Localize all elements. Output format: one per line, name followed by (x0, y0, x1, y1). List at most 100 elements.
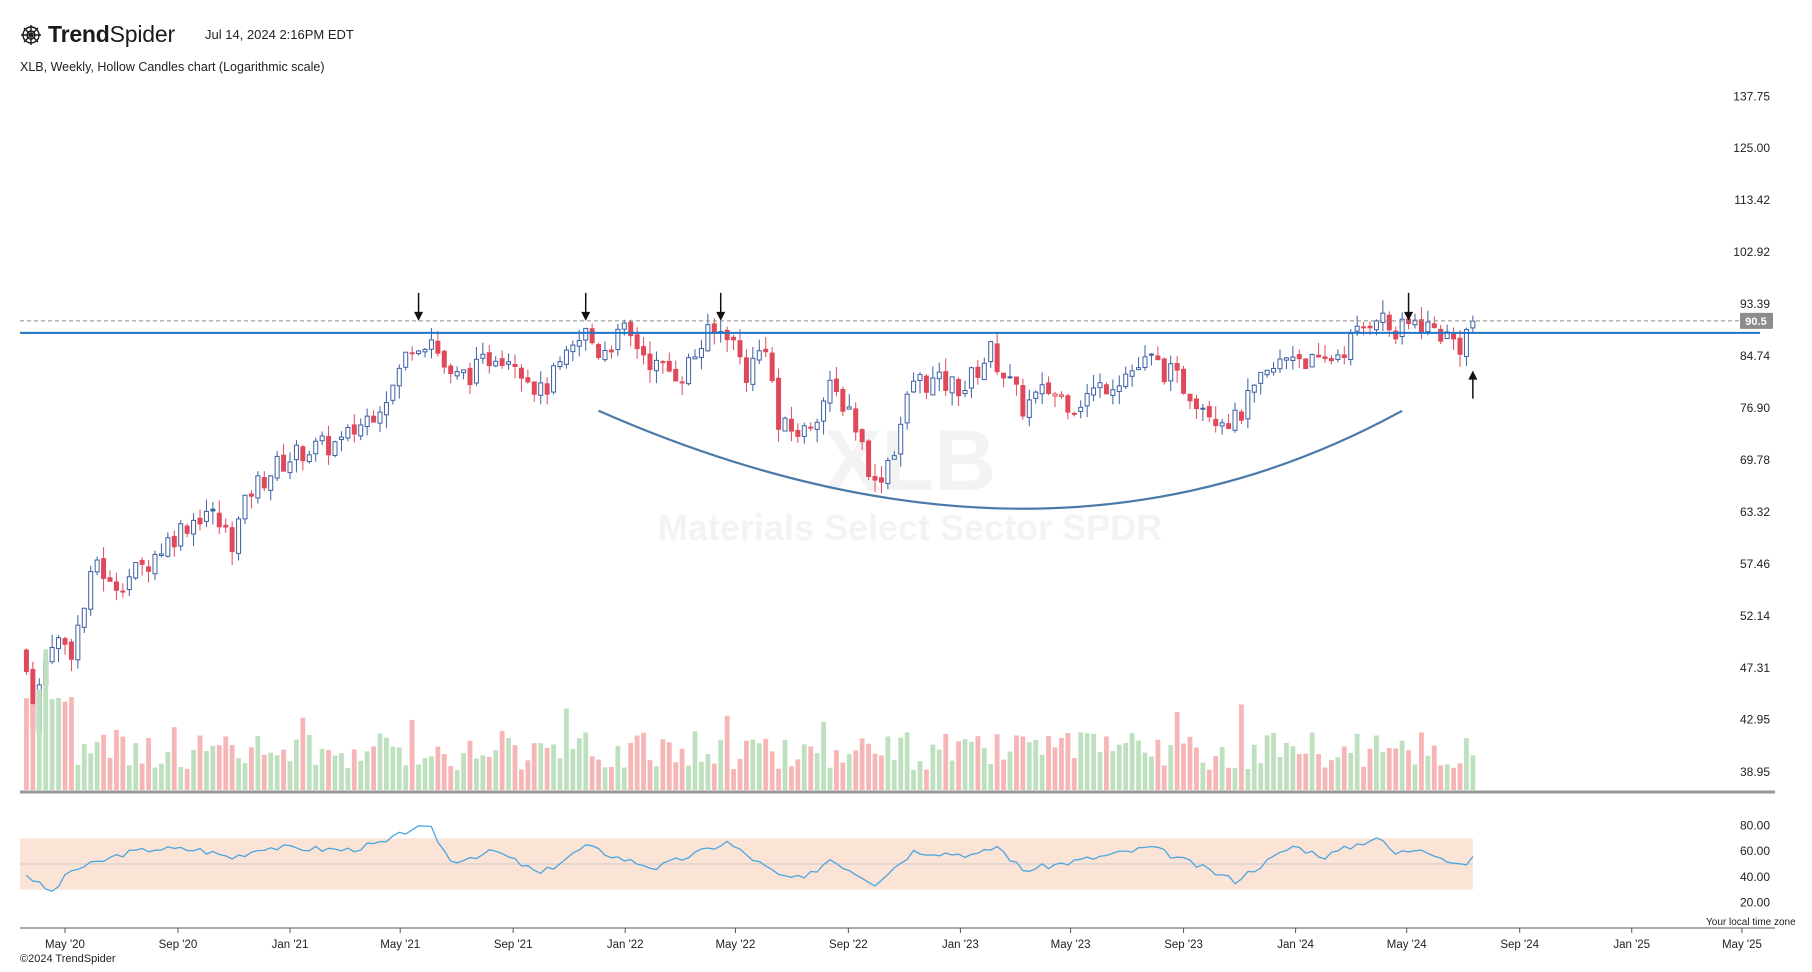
candle-body (1367, 325, 1373, 329)
candle-body (197, 517, 203, 525)
candle-body (473, 358, 479, 384)
candle-body (1110, 389, 1116, 396)
candle-body (1046, 382, 1052, 394)
candle-body (351, 424, 357, 435)
candle-body (1444, 331, 1450, 340)
x-tick-label: Sep '22 (829, 939, 868, 951)
volume-bar (371, 746, 376, 790)
candle-body (1380, 312, 1386, 323)
volume-bar (339, 753, 344, 790)
candle-body (1354, 325, 1360, 332)
chart-subtitle: XLB, Weekly, Hollow Candles chart (Logar… (20, 60, 325, 74)
candle-body (943, 371, 949, 391)
candle-body (788, 418, 794, 432)
volume-bar (654, 766, 659, 790)
candle-body (1470, 320, 1476, 329)
volume-bar (159, 763, 164, 790)
volume-bar (1386, 747, 1392, 790)
x-tick-label: Sep '23 (1164, 939, 1203, 951)
volume-bar (435, 746, 441, 790)
volume-bar (789, 766, 794, 790)
candle-body (782, 417, 788, 432)
volume-bar (210, 745, 216, 790)
volume-bar (204, 751, 209, 790)
volume-bar (255, 736, 261, 790)
volume-bar (1431, 745, 1437, 790)
volume-bar (358, 760, 364, 790)
volume-bar (679, 748, 685, 790)
volume-bar (821, 721, 826, 790)
volume-bar (512, 745, 518, 790)
candle-body (711, 323, 717, 333)
candle-body (1412, 319, 1418, 326)
volume-bar (24, 698, 29, 790)
x-tick-label: Jan '24 (1277, 939, 1314, 951)
candle-body (827, 379, 833, 404)
candle-body (518, 367, 524, 379)
volume-bar (898, 737, 904, 790)
candle-body (981, 362, 987, 381)
last-price-tag (1740, 312, 1773, 329)
candle-body (975, 366, 981, 378)
volume-bar (827, 767, 833, 790)
volume-bar (197, 735, 203, 790)
volume-bar (1309, 732, 1315, 790)
candle-body (840, 389, 846, 412)
candle-body (1386, 314, 1392, 331)
candle-body (178, 523, 184, 547)
candle-body (737, 340, 743, 358)
candle-body (332, 441, 338, 456)
arrow-head (716, 311, 726, 321)
arrow-head (1468, 370, 1478, 380)
volume-bar (1290, 746, 1296, 790)
volume-bar (146, 737, 151, 790)
candle-body (583, 327, 589, 341)
trendspider-logo: TrendSpider (20, 21, 175, 48)
volume-bar (1239, 704, 1244, 790)
volume-bar (1104, 736, 1109, 790)
volume-bar (36, 689, 42, 790)
volume-bar (943, 733, 949, 790)
volume-bar (1341, 746, 1347, 790)
volume-bar (1097, 751, 1103, 790)
volume-bar (1116, 744, 1122, 790)
volume-bar (139, 763, 145, 790)
volume-bar (744, 740, 749, 790)
volume-bar (692, 731, 698, 790)
volume-bar (56, 698, 61, 790)
candle-body (506, 361, 512, 365)
candle-body (120, 590, 126, 593)
volume-bar (866, 743, 871, 790)
volume-bar (62, 701, 68, 790)
volume-bar (872, 753, 878, 790)
volume-bar (1110, 751, 1116, 790)
y-tick-label: 76.90 (1740, 401, 1770, 415)
volume-bar (261, 754, 267, 790)
volume-bar (467, 740, 473, 790)
candle-body (326, 436, 332, 456)
volume-bar (178, 767, 184, 790)
volume-bar (1284, 742, 1289, 790)
volume-bar (724, 715, 730, 790)
candle-body (936, 371, 942, 380)
volume-bar (1329, 760, 1334, 790)
candle-body (1052, 393, 1058, 397)
candle-body (602, 350, 608, 361)
volume-bar (75, 764, 81, 790)
candle-body (750, 357, 756, 385)
volume-bar (885, 736, 891, 790)
x-tick-label: May '23 (1051, 939, 1091, 951)
candle-body (653, 359, 659, 372)
candle-body (1373, 320, 1379, 331)
volume-bar (474, 758, 479, 790)
candle-body (660, 361, 666, 364)
x-tick-label: Sep '20 (159, 939, 198, 951)
y-tick-label: 69.78 (1740, 453, 1770, 467)
volume-bar (1078, 732, 1084, 790)
candle-body (686, 357, 692, 385)
volume-bar (846, 754, 852, 790)
candle-body (364, 415, 370, 427)
candle-body (724, 329, 730, 341)
candle-body (1438, 328, 1444, 342)
candle-body (1258, 371, 1264, 384)
